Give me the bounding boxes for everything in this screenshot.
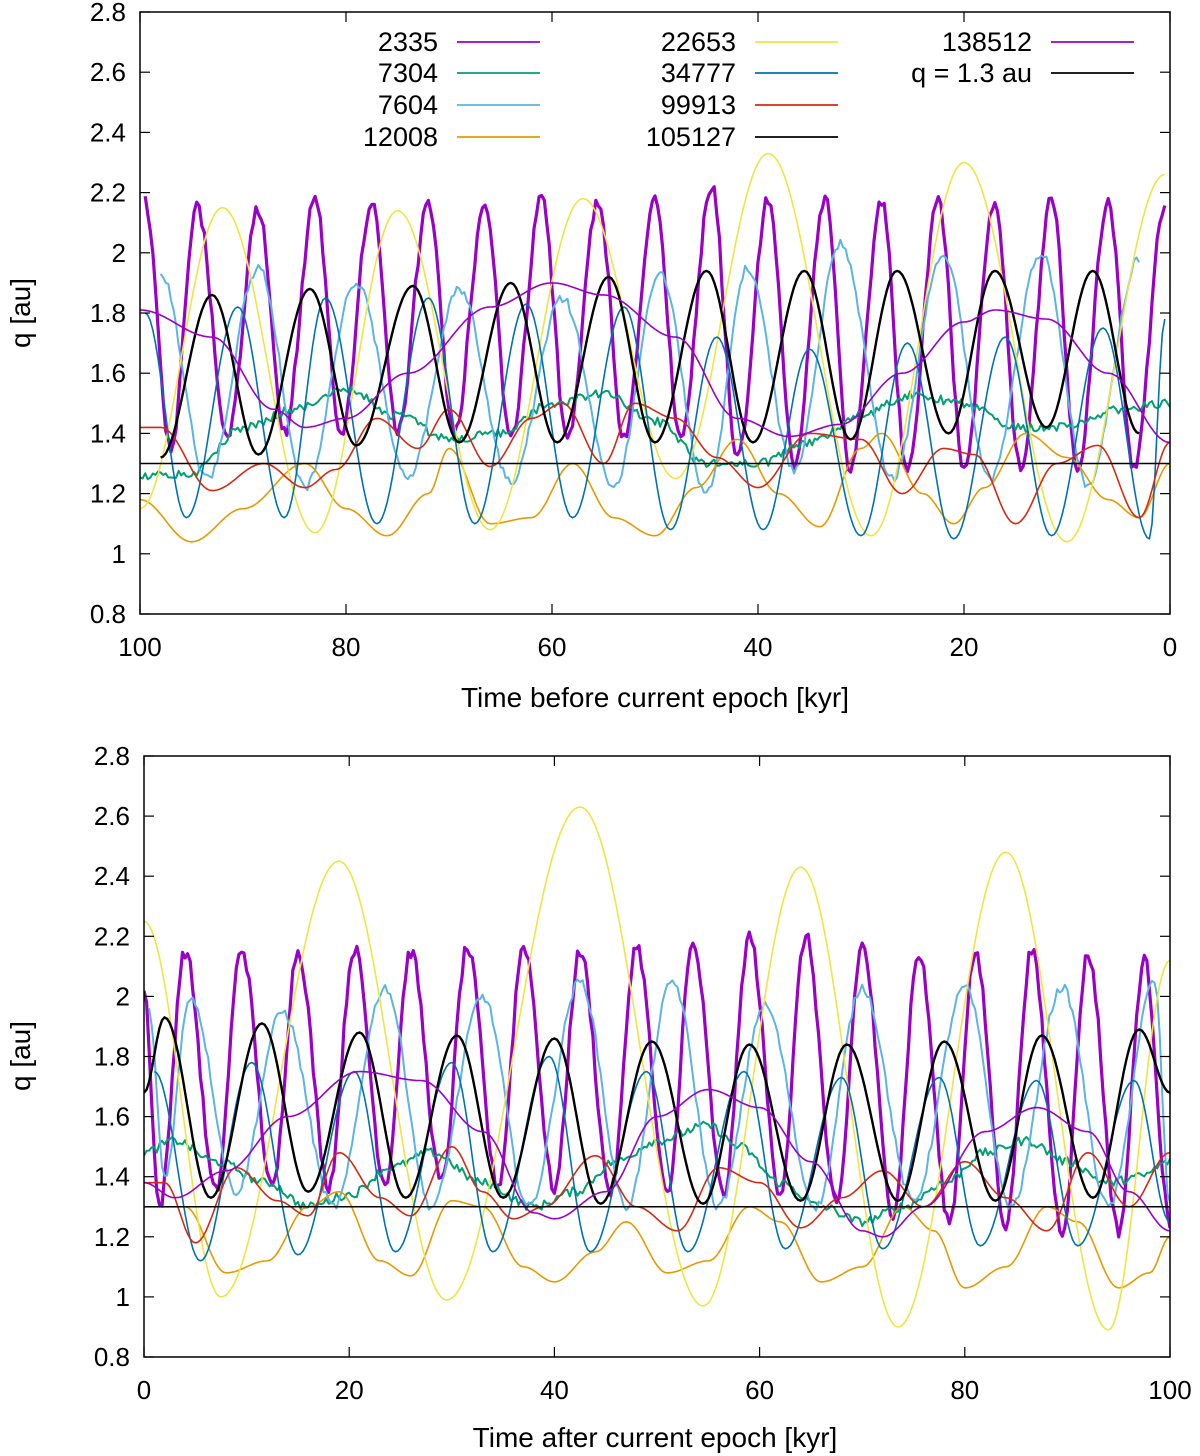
series-line-7604-top	[159, 238, 1140, 494]
legend-label: 34777	[661, 58, 736, 88]
y-tick-label: 2.4	[90, 117, 126, 147]
x-tick-label: 20	[335, 1375, 364, 1405]
y-tick-label: 1	[116, 1282, 130, 1312]
y-tick-label: 2.6	[90, 57, 126, 87]
y-tick-label: 2.4	[94, 861, 130, 891]
legend-label: 7304	[378, 58, 438, 88]
top-panel: 0.8 1 1.2 1.4 1.6 1.8 2 2.2 2.4 2.6 2.8 100 80 60 40 20…	[90, 0, 1177, 662]
y-tick-label: 1.8	[94, 1042, 130, 1072]
legend-label: 105127	[646, 122, 736, 152]
legend-label: 12008	[363, 122, 438, 152]
series-line-34777-top	[144, 297, 1166, 540]
x-tick-label: 80	[332, 632, 361, 662]
series-line-99913-top	[140, 402, 1170, 525]
x-tick-label: 40	[744, 632, 773, 662]
y-tick-label: 1.4	[94, 1162, 130, 1192]
series-line-22653-top	[140, 152, 1166, 543]
series-line-7304-top	[140, 386, 1170, 481]
x-tick-label: 20	[950, 632, 979, 662]
legend-label: 22653	[661, 27, 736, 57]
x-tick-label: 60	[745, 1375, 774, 1405]
series-line-99913-bottom	[144, 1145, 1170, 1244]
y-tick-label: 1.4	[90, 418, 126, 448]
series-line-138512-top	[140, 282, 1170, 444]
x-tick-label: 100	[118, 632, 161, 662]
top-y-axis-label: q [au]	[5, 278, 36, 348]
y-tick-label: 1.2	[90, 479, 126, 509]
y-tick-label: 2	[116, 981, 130, 1011]
y-tick-label: 1.2	[94, 1222, 130, 1252]
y-tick-label: 2.8	[94, 741, 130, 771]
series-line-7604-bottom	[148, 978, 1170, 1212]
legend-label: q = 1.3 au	[911, 58, 1032, 88]
x-tick-label: 0	[137, 1375, 151, 1405]
series-line-105127-bottom	[144, 1016, 1170, 1205]
y-tick-label: 2.2	[94, 921, 130, 951]
y-tick-label: 2.2	[90, 178, 126, 208]
series-line-12008-bottom	[144, 1190, 1170, 1289]
series-line-105127-top	[160, 269, 1140, 459]
y-tick-label: 1.6	[90, 358, 126, 388]
bottom-panel: 0.8 1 1.2 1.4 1.6 1.8 2 2.2 2.4 2.6 2.8 0 20 40 60 80 10…	[94, 741, 1192, 1405]
legend-label: 7604	[378, 90, 438, 120]
x-tick-label: 100	[1148, 1375, 1191, 1405]
y-tick-label: 1.6	[94, 1102, 130, 1132]
x-tick-label: 60	[538, 632, 567, 662]
y-tick-label: 2	[112, 238, 126, 268]
y-tick-label: 0.8	[90, 599, 126, 629]
legend-label: 99913	[661, 90, 736, 120]
legend-label: 2335	[378, 27, 438, 57]
x-tick-label: 0	[1163, 632, 1177, 662]
series-line-2335-top	[143, 185, 1167, 474]
plot-frame-bottom	[143, 755, 1171, 1358]
y-tick-label: 1	[112, 539, 126, 569]
y-tick-label: 0.8	[94, 1342, 130, 1372]
series-line-22653-bottom	[144, 806, 1170, 1331]
top-x-axis-label: Time before current epoch [kyr]	[461, 682, 849, 713]
bottom-x-axis-label: Time after current epoch [kyr]	[473, 1422, 838, 1453]
bottom-y-axis-label: q [au]	[5, 1021, 36, 1091]
series-line-12008-top	[140, 432, 1170, 543]
y-tick-label: 1.8	[90, 298, 126, 328]
y-tick-label: 2.8	[90, 0, 126, 27]
series-line-138512-bottom	[144, 1070, 1170, 1238]
x-tick-label: 80	[950, 1375, 979, 1405]
x-tick-label: 40	[540, 1375, 569, 1405]
legend-label: 138512	[942, 27, 1032, 57]
y-tick-label: 2.6	[94, 801, 130, 831]
